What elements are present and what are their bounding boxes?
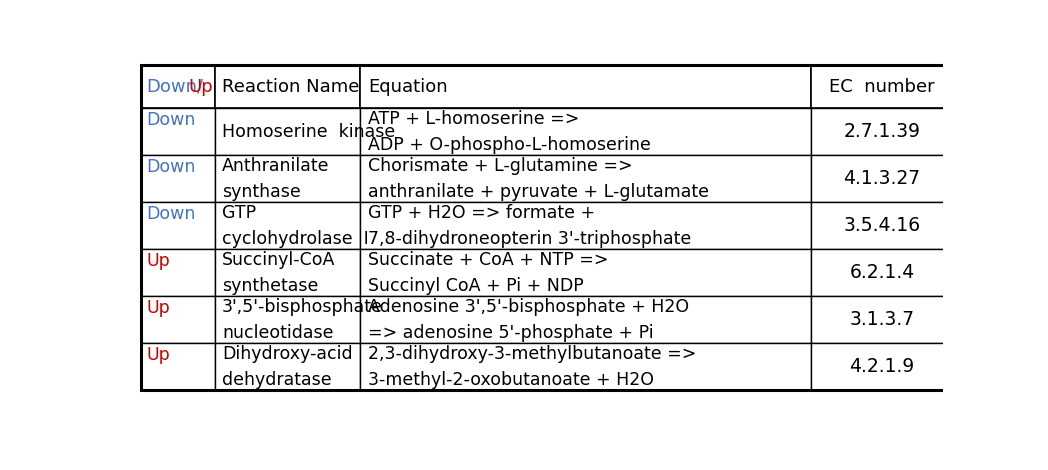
Text: EC  number: EC number [829,78,935,96]
Text: GTP
cyclohydrolase  I: GTP cyclohydrolase I [222,204,369,248]
Bar [811,108,953,155]
Bar [140,202,216,249]
Text: ATP + L-homoserine =>
ADP + O-phospho-L-homoserine: ATP + L-homoserine => ADP + O-phospho-L-… [368,110,651,154]
Text: Up: Up [147,346,170,364]
Bar [361,249,811,297]
Text: Up: Up [147,252,170,270]
Text: Down: Down [147,111,196,129]
Bar [140,297,216,344]
Text: 3.5.4.16: 3.5.4.16 [844,216,920,235]
Text: 6.2.1.4: 6.2.1.4 [849,263,915,282]
Bar [216,249,361,297]
Text: Anthranilate
synthase: Anthranilate synthase [222,157,329,201]
Bar [811,297,953,344]
Text: Chorismate + L-glutamine =>
anthranilate + pyruvate + L-glutamate: Chorismate + L-glutamine => anthranilate… [368,157,709,201]
Text: Down/: Down/ [147,78,203,96]
Text: 4.1.3.27: 4.1.3.27 [844,169,920,188]
Text: 4.2.1.9: 4.2.1.9 [849,357,915,376]
Bar [811,65,953,108]
Bar [361,297,811,344]
Text: Down: Down [147,158,196,176]
Text: Equation: Equation [368,78,447,96]
Text: 3',5'-bisphosphate
nucleotidase: 3',5'-bisphosphate nucleotidase [222,298,383,342]
Bar [361,108,811,155]
Bar [811,344,953,391]
Text: 2,3-dihydroxy-3-methylbutanoate =>
3-methyl-2-oxobutanoate + H2O: 2,3-dihydroxy-3-methylbutanoate => 3-met… [368,345,697,389]
Text: 3.1.3.7: 3.1.3.7 [849,310,915,329]
Bar [811,202,953,249]
Bar [216,108,361,155]
Bar [811,249,953,297]
Bar [140,155,216,202]
Bar [140,108,216,155]
Text: Down: Down [147,205,196,223]
Text: GTP + H2O => formate +
7,8-dihydroneopterin 3'-triphosphate: GTP + H2O => formate + 7,8-dihydroneopte… [368,204,692,248]
Text: Succinate + CoA + NTP =>
Succinyl CoA + Pi + NDP: Succinate + CoA + NTP => Succinyl CoA + … [368,251,609,295]
Bar [216,297,361,344]
Text: Reaction Name: Reaction Name [222,78,359,96]
Bar [361,65,811,108]
Bar [216,65,361,108]
Text: Homoserine  kinase: Homoserine kinase [222,123,395,141]
Bar [140,65,216,108]
Text: Up: Up [189,78,214,96]
Bar [361,155,811,202]
Bar [216,155,361,202]
Bar [216,202,361,249]
Bar [140,65,953,391]
Bar [216,344,361,391]
Text: Adenosine 3',5'-bisphosphate + H2O
=> adenosine 5'-phosphate + Pi: Adenosine 3',5'-bisphosphate + H2O => ad… [368,298,690,342]
Text: Up: Up [147,299,170,317]
Bar [811,155,953,202]
Bar [361,344,811,391]
Bar [140,344,216,391]
Text: Succinyl-CoA
synthetase: Succinyl-CoA synthetase [222,251,335,295]
Text: Dihydroxy-acid
dehydratase: Dihydroxy-acid dehydratase [222,345,352,389]
Text: 2.7.1.39: 2.7.1.39 [844,122,920,141]
Bar [140,249,216,297]
Bar [361,202,811,249]
